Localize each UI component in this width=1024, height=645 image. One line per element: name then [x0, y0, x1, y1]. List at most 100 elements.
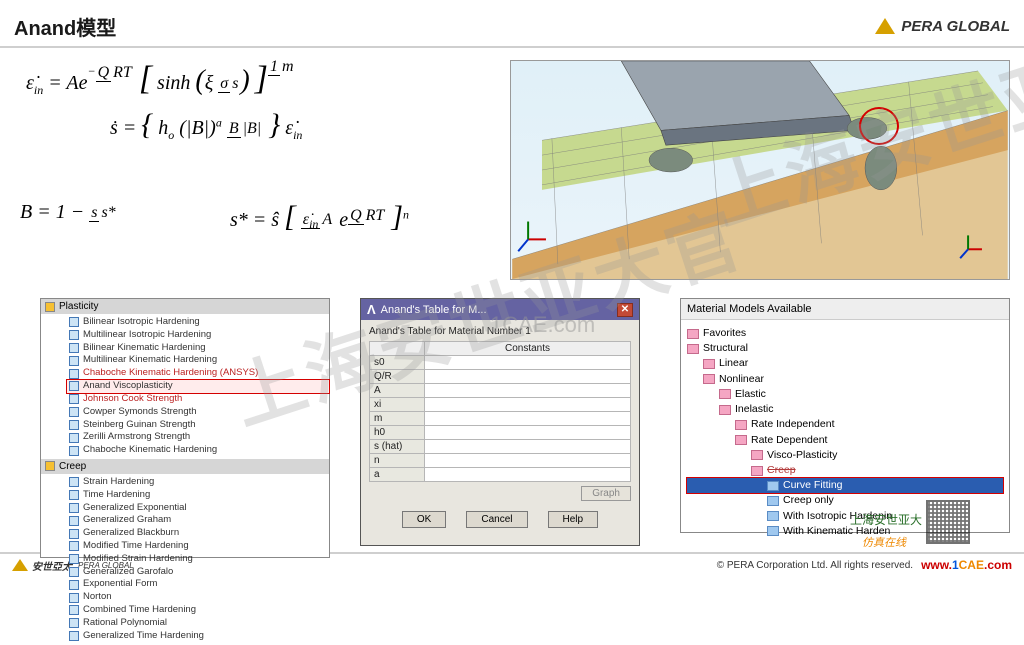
- tree-node[interactable]: Linear: [687, 356, 1003, 371]
- tree-node[interactable]: Nonlinear: [687, 372, 1003, 387]
- logo-triangle-icon: [875, 18, 895, 34]
- list-item-label: Modified Strain Hardening: [83, 553, 193, 566]
- list-item[interactable]: Multilinear Isotropic Hardening: [67, 329, 329, 342]
- tree-folder-icon: [767, 511, 779, 521]
- tree-node[interactable]: Visco-Plasticity: [687, 448, 1003, 463]
- tree-node[interactable]: Rate Independent: [687, 417, 1003, 432]
- list-item[interactable]: Generalized Garofalo: [67, 566, 329, 579]
- tree-folder-icon: [687, 344, 699, 354]
- mesh-render-icon: [511, 61, 1009, 279]
- material-item-icon: [69, 369, 79, 379]
- list-item[interactable]: Norton: [67, 591, 329, 604]
- param-value-input[interactable]: [425, 468, 631, 482]
- list-item[interactable]: Generalized Exponential: [67, 502, 329, 515]
- list-item-label: Exponential Form: [83, 578, 157, 591]
- tree-node[interactable]: Creep: [687, 463, 1003, 478]
- list-item-label: Generalized Blackburn: [83, 527, 179, 540]
- list-item[interactable]: Time Hardening: [67, 489, 329, 502]
- list-item[interactable]: Exponential Form: [67, 578, 329, 591]
- list-item[interactable]: Chaboche Kinematic Hardening (ANSYS): [67, 367, 329, 380]
- list-item[interactable]: Bilinear Kinematic Hardening: [67, 342, 329, 355]
- sym: e: [339, 209, 348, 231]
- copyright-text: © PERA Corporation Ltd. All rights reser…: [717, 560, 913, 571]
- close-icon[interactable]: ✕: [617, 303, 633, 317]
- cancel-button[interactable]: Cancel: [466, 511, 527, 528]
- site-url[interactable]: www.1CAE.com: [921, 558, 1012, 572]
- list-item[interactable]: Steinberg Guinan Strength: [67, 419, 329, 432]
- list-item[interactable]: Modified Strain Hardening: [67, 553, 329, 566]
- list-item-label: Modified Time Hardening: [83, 540, 189, 553]
- material-item-icon: [69, 516, 79, 526]
- param-value-input[interactable]: [425, 412, 631, 426]
- panel-title: Material Models Available: [681, 299, 1009, 320]
- sym: in: [293, 128, 302, 142]
- sym: ε̇: [26, 72, 34, 94]
- param-name: xi: [370, 398, 425, 412]
- material-item-icon: [69, 529, 79, 539]
- sym: = Ae: [48, 72, 87, 94]
- sym: a: [216, 115, 222, 129]
- list-item[interactable]: Generalized Graham: [67, 514, 329, 527]
- tree-node[interactable]: Favorites: [687, 326, 1003, 341]
- param-value-input[interactable]: [425, 398, 631, 412]
- material-item-icon: [69, 446, 79, 456]
- material-item-icon: [69, 394, 79, 404]
- list-item[interactable]: Generalized Blackburn: [67, 527, 329, 540]
- param-name: Q/R: [370, 370, 425, 384]
- param-name: m: [370, 412, 425, 426]
- list-item-label: Chaboche Kinematic Hardening: [83, 444, 217, 457]
- sym: n: [403, 207, 409, 221]
- tree-node[interactable]: Curve Fitting: [687, 478, 1003, 493]
- category-header-plasticity[interactable]: Plasticity: [41, 299, 329, 314]
- tree-node[interactable]: Structural: [687, 341, 1003, 356]
- list-item[interactable]: Anand Viscoplasticity: [67, 380, 329, 393]
- tree-folder-icon: [767, 481, 779, 491]
- list-item-label: Multilinear Isotropic Hardening: [83, 329, 211, 342]
- material-item-icon: [69, 631, 79, 641]
- tree-node-label: Inelastic: [735, 402, 774, 417]
- list-item[interactable]: Chaboche Kinematic Hardening: [67, 444, 329, 457]
- param-value-input[interactable]: [425, 426, 631, 440]
- help-button[interactable]: Help: [548, 511, 599, 528]
- brand-label: PERA GLOBAL: [901, 18, 1010, 35]
- formula-block: ε̇in = Ae−QRT [ sinh (ξ σs) ]1m ṡ = { ho…: [20, 62, 490, 262]
- list-item-label: Generalized Graham: [83, 514, 171, 527]
- dialog-title: Anand's Table for M...: [381, 304, 487, 316]
- list-item[interactable]: Strain Hardening: [67, 476, 329, 489]
- qr-label: 上海安世亚大: [850, 511, 922, 528]
- table-row: m: [370, 412, 631, 426]
- list-item-label: Chaboche Kinematic Hardening (ANSYS): [83, 367, 258, 380]
- list-item[interactable]: Combined Time Hardening: [67, 604, 329, 617]
- list-item[interactable]: Modified Time Hardening: [67, 540, 329, 553]
- list-item[interactable]: Zerilli Armstrong Strength: [67, 431, 329, 444]
- graph-button[interactable]: Graph: [581, 486, 631, 501]
- param-value-input[interactable]: [425, 454, 631, 468]
- list-item[interactable]: Cowper Symonds Strength: [67, 406, 329, 419]
- list-item[interactable]: Bilinear Isotropic Hardening: [67, 316, 329, 329]
- material-item-icon: [69, 381, 79, 391]
- tree-node[interactable]: Rate Dependent: [687, 433, 1003, 448]
- annotation-circle-icon: [859, 107, 899, 145]
- param-value-input[interactable]: [425, 370, 631, 384]
- simulation-annotation: 仿真在线: [862, 534, 906, 550]
- tree-node[interactable]: Elastic: [687, 387, 1003, 402]
- ok-button[interactable]: OK: [402, 511, 446, 528]
- tree-node-label: Linear: [719, 356, 748, 371]
- param-value-input[interactable]: [425, 356, 631, 370]
- tree-node[interactable]: Inelastic: [687, 402, 1003, 417]
- list-item[interactable]: Generalized Time Hardening: [67, 630, 329, 643]
- list-item[interactable]: Rational Polynomial: [67, 617, 329, 630]
- sym: ṡ =: [110, 117, 141, 139]
- list-item[interactable]: Multilinear Kinematic Hardening: [67, 354, 329, 367]
- list-item-label: Norton: [83, 591, 112, 604]
- list-item[interactable]: Johnson Cook Strength: [67, 393, 329, 406]
- material-item-icon: [69, 554, 79, 564]
- param-value-input[interactable]: [425, 440, 631, 454]
- list-item-label: Cowper Symonds Strength: [83, 406, 197, 419]
- material-item-icon: [69, 433, 79, 443]
- table-row: Q/R: [370, 370, 631, 384]
- param-value-input[interactable]: [425, 384, 631, 398]
- material-item-icon: [69, 317, 79, 327]
- category-header-creep[interactable]: Creep: [41, 459, 329, 474]
- tree-node-label: Favorites: [703, 326, 746, 341]
